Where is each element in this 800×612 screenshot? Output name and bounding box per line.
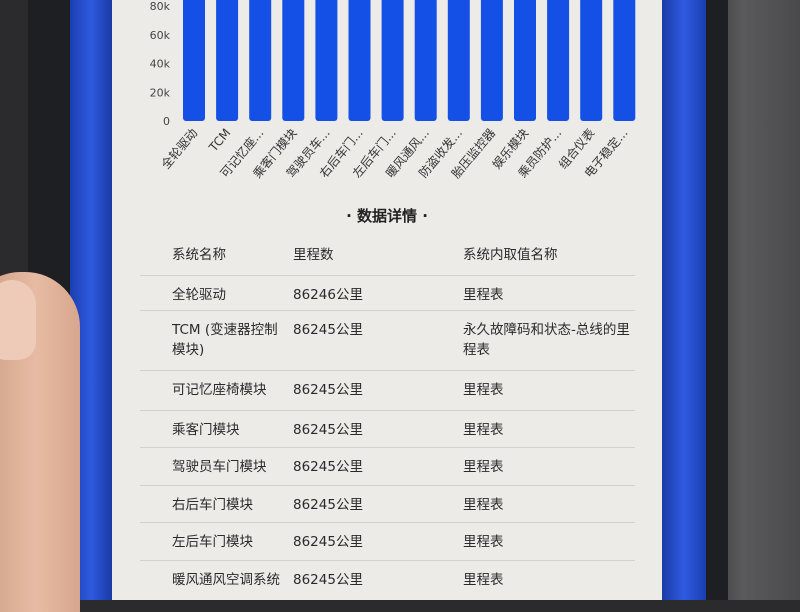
column-header: 系统名称 xyxy=(172,247,226,263)
bar[interactable] xyxy=(547,0,570,121)
table-row[interactable]: 驾驶员车门模块 86245公里 里程表 xyxy=(140,447,635,486)
system-name-cell: 暖风通风空调系统 xyxy=(172,572,280,588)
bar[interactable] xyxy=(514,0,536,121)
bar[interactable] xyxy=(480,0,503,121)
x-tick-label: 全轮驱动 xyxy=(158,125,200,171)
y-tick-label: 60k xyxy=(150,29,171,42)
system-name-cell: 驾驶员车门模块 xyxy=(172,459,267,475)
value-name-cell: 里程表 xyxy=(463,497,504,513)
table-row[interactable]: 全轮驱动 86246公里 里程表 xyxy=(140,275,635,311)
system-name-cell: 全轮驱动 xyxy=(172,287,226,303)
mileage-cell: 86245公里 xyxy=(293,497,363,513)
mileage-cell: 86245公里 xyxy=(293,382,363,398)
value-name-cell: 永久故障码和状态-总线的里程表 xyxy=(463,322,630,358)
table-row[interactable]: 左后车门模块 86245公里 里程表 xyxy=(140,522,635,561)
column-header: 系统内取值名称 xyxy=(463,247,558,263)
bar[interactable] xyxy=(348,0,371,121)
mileage-cell: 86246公里 xyxy=(293,287,363,303)
table-row[interactable]: TCM (变速器控制模块) 86245公里 永久故障码和状态-总线的里程表 xyxy=(140,310,635,371)
bar[interactable] xyxy=(580,0,603,121)
value-name-cell: 里程表 xyxy=(463,287,504,303)
system-name-cell: TCM (变速器控制模块) xyxy=(172,322,278,358)
table-row[interactable]: 乘客门模块 86245公里 里程表 xyxy=(140,410,635,448)
bar[interactable] xyxy=(613,0,636,121)
y-tick-label: 20k xyxy=(150,86,171,99)
system-name-cell: 右后车门模块 xyxy=(172,497,253,513)
bar[interactable] xyxy=(183,0,205,121)
system-name-cell: 左后车门模块 xyxy=(172,534,253,550)
value-name-cell: 里程表 xyxy=(463,422,504,438)
bar[interactable] xyxy=(447,0,470,121)
column-header: 里程数 xyxy=(293,247,334,263)
value-name-cell: 里程表 xyxy=(463,534,504,550)
table-header: 系统名称 里程数 系统内取值名称 xyxy=(140,235,635,276)
bar[interactable] xyxy=(315,0,338,121)
mileage-cell: 86245公里 xyxy=(293,422,363,438)
bar[interactable] xyxy=(282,0,305,121)
finger xyxy=(0,272,80,612)
bar[interactable] xyxy=(414,0,437,121)
y-tick-label: 40k xyxy=(150,58,171,71)
mileage-cell: 86245公里 xyxy=(293,322,363,338)
section-title: · 数据详情 · xyxy=(346,207,428,225)
bar[interactable] xyxy=(216,0,239,121)
mileage-cell: 86245公里 xyxy=(293,534,363,550)
mileage-cell: 86245公里 xyxy=(293,572,363,588)
x-tick-label: TCM xyxy=(206,126,234,155)
fingernail xyxy=(0,280,36,360)
screen: 0 20k 40k 60k 80k 全轮驱动 TCM 可记忆座... 乘客门模块 驾驶员车... 右… xyxy=(112,0,662,600)
y-tick-label: 80k xyxy=(150,0,171,13)
system-name-cell: 乘客门模块 xyxy=(172,422,240,438)
mileage-cell: 86245公里 xyxy=(293,459,363,475)
value-name-cell: 里程表 xyxy=(463,459,504,475)
value-name-cell: 里程表 xyxy=(463,382,504,398)
value-name-cell: 里程表 xyxy=(463,572,504,588)
table-row[interactable]: 可记忆座椅模块 86245公里 里程表 xyxy=(140,370,635,411)
bar[interactable] xyxy=(381,0,404,121)
tablet-bumper-right xyxy=(662,0,706,600)
bar[interactable] xyxy=(249,0,272,121)
table-row[interactable]: 暖风通风空调系统 86245公里 里程表 xyxy=(140,560,635,600)
y-tick-label: 0 xyxy=(163,115,170,128)
system-name-cell: 可记忆座椅模块 xyxy=(172,382,267,398)
table-row[interactable]: 右后车门模块 86245公里 里程表 xyxy=(140,485,635,523)
